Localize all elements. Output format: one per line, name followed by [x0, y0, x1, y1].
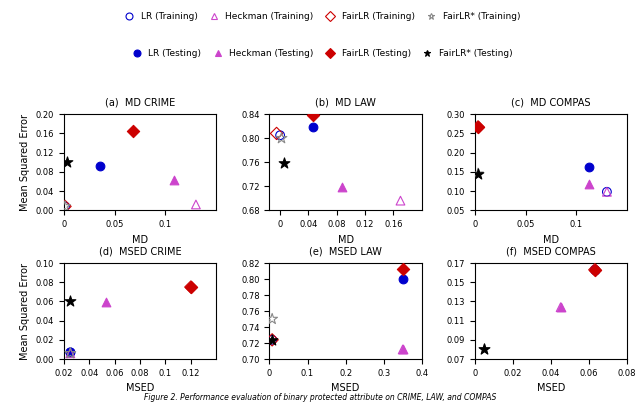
Point: [602, 188, 612, 195]
Point: [479, 346, 490, 353]
Y-axis label: Mean Squared Error: Mean Squared Error: [20, 114, 30, 211]
Title: (a)  MD CRIME: (a) MD CRIME: [105, 98, 175, 108]
Point: [267, 337, 277, 343]
Point: [473, 124, 483, 130]
Point: [278, 160, 289, 167]
Point: [186, 284, 196, 290]
Point: [397, 346, 408, 353]
Point: [397, 276, 408, 282]
Point: [276, 135, 287, 142]
Point: [60, 203, 70, 210]
Point: [602, 188, 612, 195]
Point: [168, 177, 179, 183]
Point: [584, 164, 594, 170]
Point: [267, 337, 277, 343]
Point: [65, 349, 76, 356]
Point: [589, 266, 600, 273]
Point: [473, 124, 483, 130]
Legend: LR (Training), Heckman (Training), FairLR (Training), FairLR* (Training): LR (Training), Heckman (Training), FairL…: [116, 9, 524, 25]
Point: [397, 346, 408, 353]
X-axis label: MSED: MSED: [332, 384, 360, 393]
Point: [556, 304, 566, 310]
Point: [473, 171, 483, 177]
Title: (c)  MD COMPAS: (c) MD COMPAS: [511, 98, 591, 108]
Point: [589, 266, 600, 273]
X-axis label: MD: MD: [337, 235, 354, 244]
Y-axis label: Mean Squared Error: Mean Squared Error: [20, 262, 30, 359]
Point: [396, 197, 406, 204]
Point: [191, 201, 201, 208]
Title: (f)  MSED COMPAS: (f) MSED COMPAS: [506, 247, 596, 257]
Point: [589, 266, 600, 273]
Point: [100, 299, 111, 306]
Point: [65, 349, 76, 356]
Point: [60, 203, 70, 210]
Point: [267, 316, 277, 322]
Point: [94, 162, 104, 169]
Point: [65, 350, 76, 357]
Point: [65, 350, 76, 357]
Title: (b)  MD LAW: (b) MD LAW: [315, 98, 376, 108]
Legend: LR (Testing), Heckman (Testing), FairLR (Testing), FairLR* (Testing): LR (Testing), Heckman (Testing), FairLR …: [124, 45, 516, 62]
X-axis label: MSED: MSED: [537, 384, 565, 393]
Point: [308, 112, 319, 119]
Point: [186, 284, 196, 290]
Point: [479, 346, 490, 353]
Point: [308, 124, 319, 131]
Point: [556, 304, 566, 310]
Point: [589, 266, 600, 273]
Title: (e)  MSED LAW: (e) MSED LAW: [309, 247, 382, 257]
X-axis label: MD: MD: [132, 235, 148, 244]
Point: [62, 159, 72, 166]
Point: [337, 184, 347, 191]
Point: [60, 203, 70, 210]
Point: [584, 181, 594, 187]
Point: [267, 337, 277, 343]
X-axis label: MSED: MSED: [126, 384, 154, 393]
Point: [397, 266, 408, 273]
Point: [473, 171, 483, 177]
Text: Figure 2. Performance evaluation of binary protected attribute on CRIME, LAW, an: Figure 2. Performance evaluation of bina…: [144, 393, 496, 402]
Point: [275, 132, 285, 138]
Point: [65, 298, 76, 305]
Point: [128, 128, 138, 134]
X-axis label: MD: MD: [543, 235, 559, 244]
Title: (d)  MSED CRIME: (d) MSED CRIME: [99, 247, 181, 257]
Point: [271, 130, 282, 137]
